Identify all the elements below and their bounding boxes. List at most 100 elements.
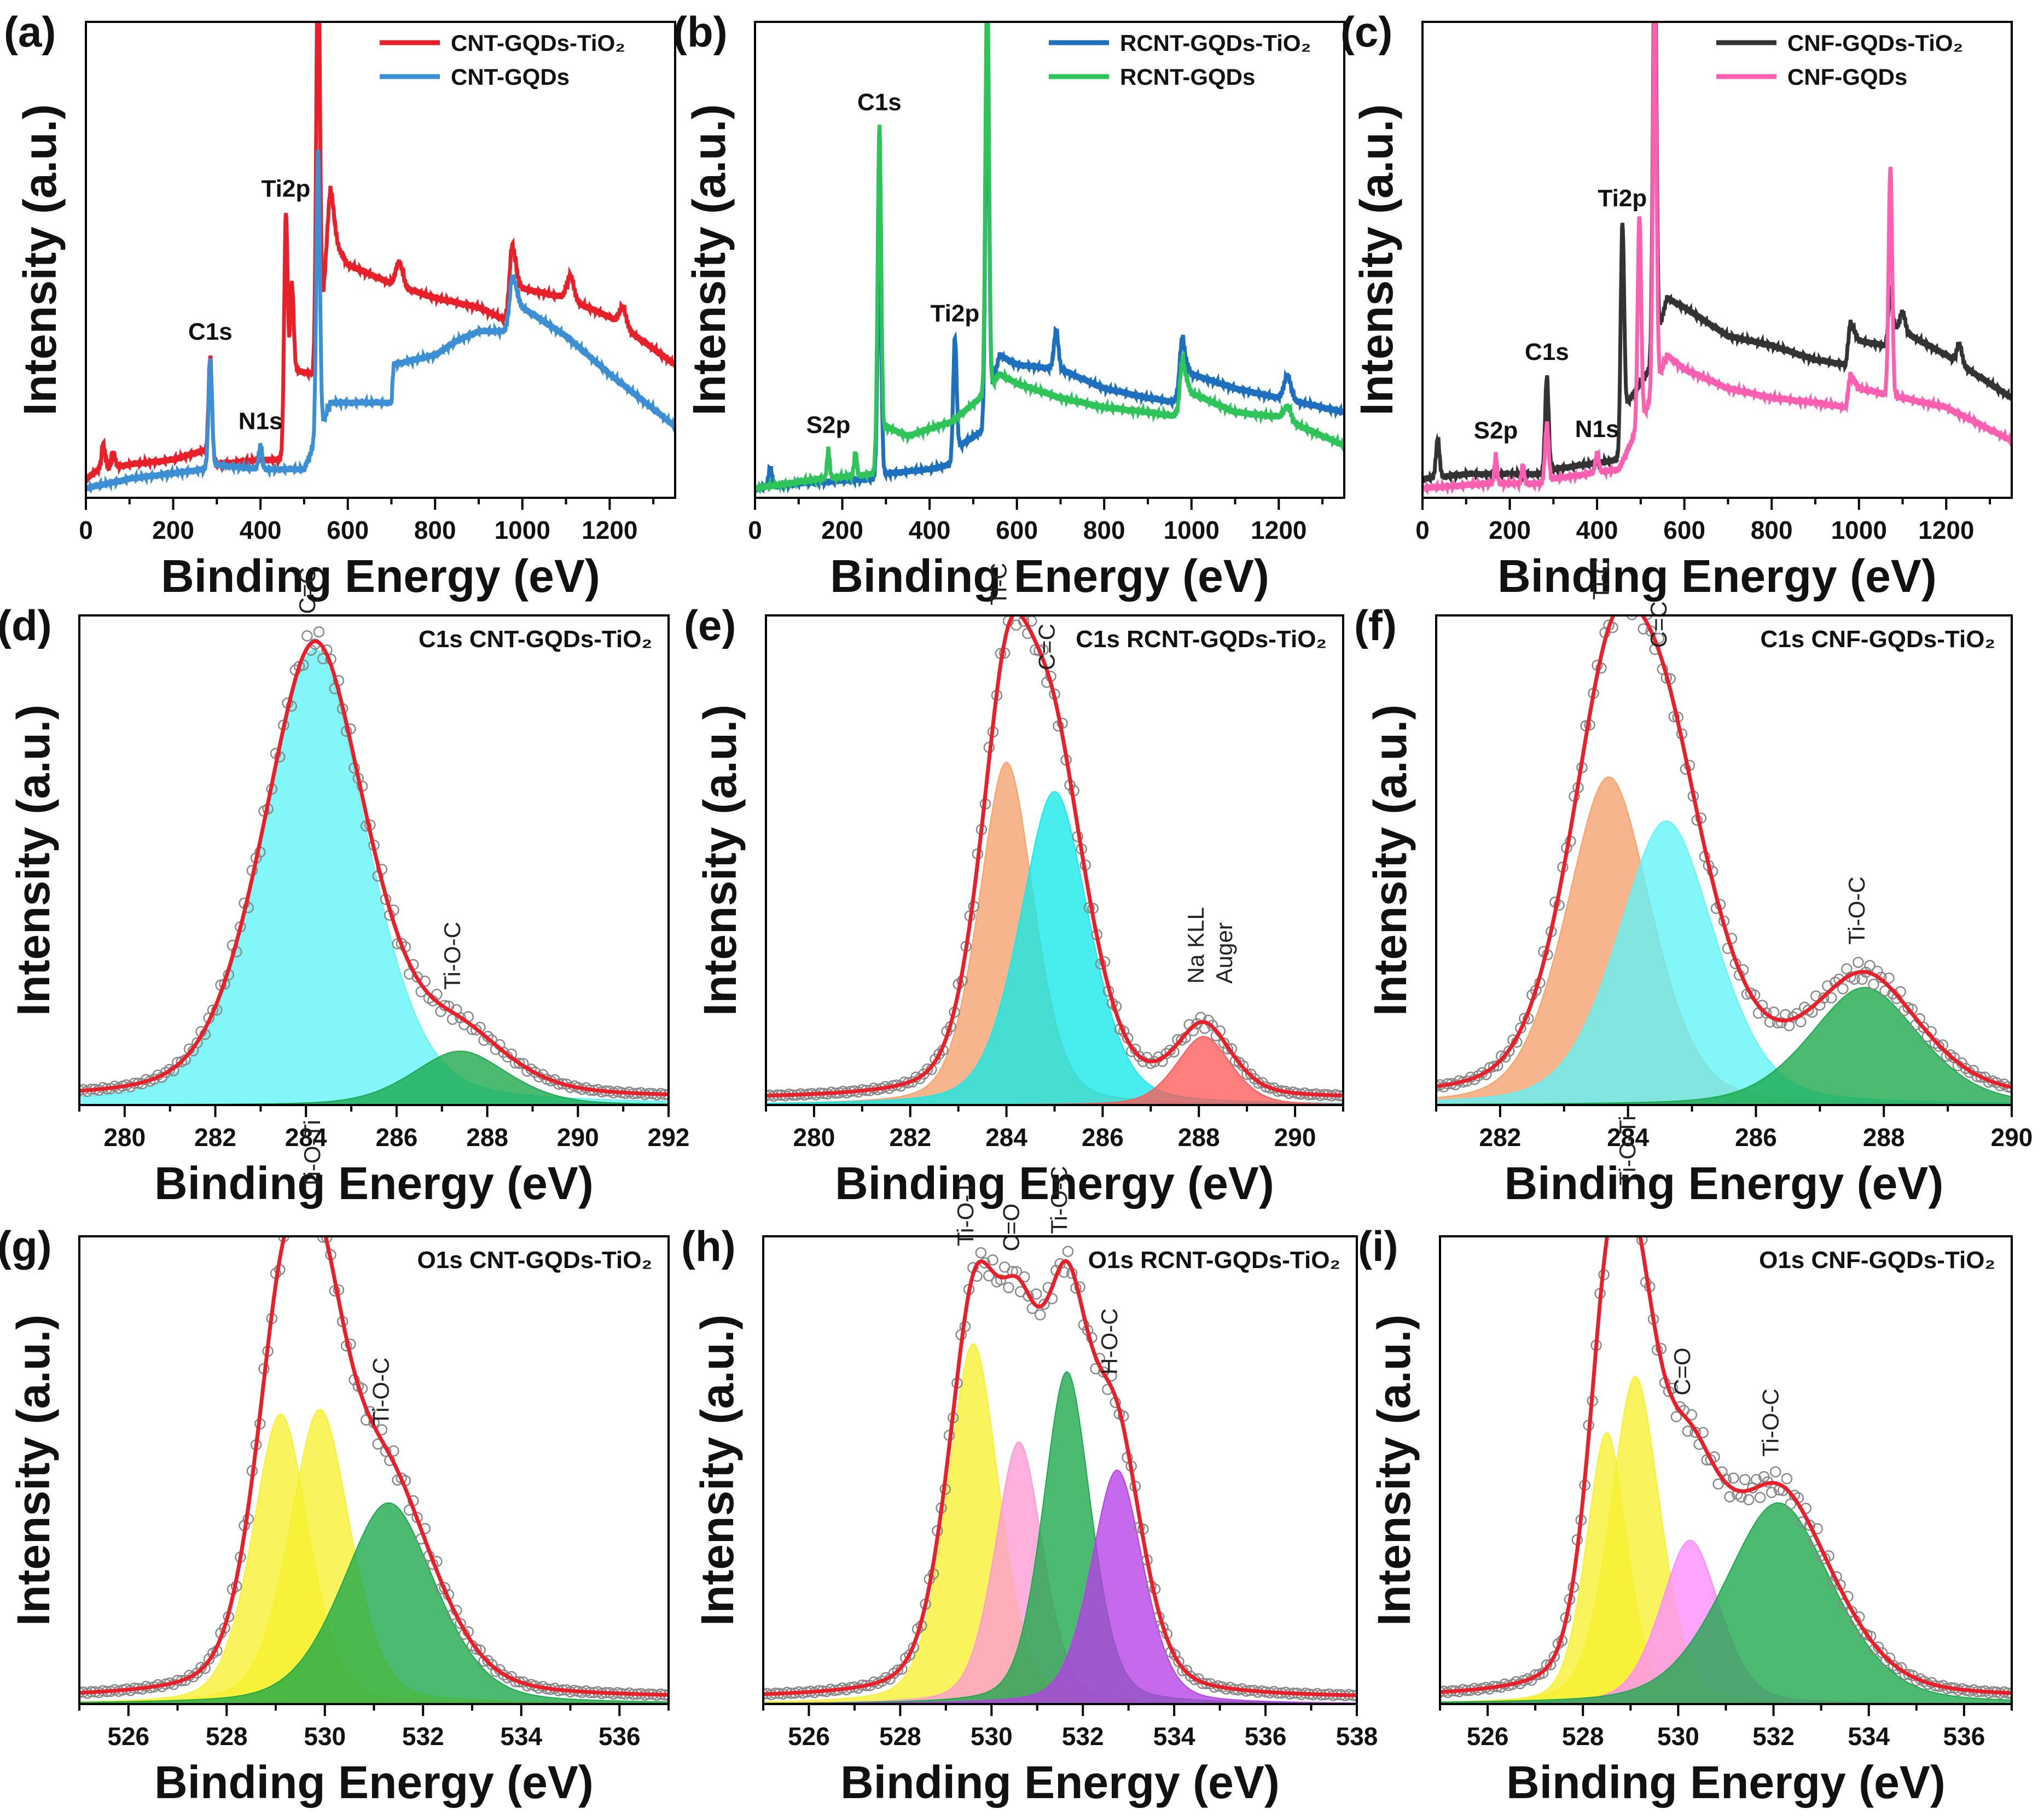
panel-title: O1s CNF-GQDs-TiO₂ <box>1759 1247 1995 1274</box>
x-tick-label: 528 <box>206 1722 248 1751</box>
y-axis-label: Intensity (a.u.) <box>8 705 59 1016</box>
data-point <box>1879 985 1891 997</box>
data-point <box>191 1037 203 1049</box>
panel-e: Ti-C C=C Na KLL Auger C1s RCNT-GQDs-TiO₂ 280 2… <box>684 563 1344 1209</box>
data-point <box>1853 956 1864 968</box>
data-point <box>1743 1494 1755 1505</box>
component-label: Ti-O-Ti <box>299 1120 325 1190</box>
plot-frame <box>1435 614 2013 1106</box>
plot-area <box>1422 22 2012 496</box>
data-point <box>1618 615 1623 616</box>
x-tick-label: 800 <box>414 516 456 544</box>
data-point <box>1035 1309 1046 1321</box>
data-point <box>1633 1218 1643 1228</box>
x-tick-label: 288 <box>1178 1123 1220 1152</box>
data-point <box>1184 1670 1197 1682</box>
panel-letter: (a) <box>4 8 56 56</box>
data-point <box>1173 1656 1184 1667</box>
y-axis-label: Intensity (a.u.) <box>1364 705 1416 1016</box>
x-tick-label: 536 <box>1245 1722 1287 1751</box>
data-point <box>1686 1409 1698 1421</box>
data-point <box>1754 1492 1766 1503</box>
y-axis-label: Intensity (a.u.) <box>694 705 746 1016</box>
plot-area <box>79 626 669 1105</box>
panel-g: Ti-O-Ti Ti-O-C O1s CNT-GQDs-TiO₂ 526 528 530 5… <box>0 1120 670 1808</box>
panel-title: O1s CNT-GQDs-TiO₂ <box>417 1247 652 1274</box>
x-tick-label: 286 <box>1735 1123 1777 1152</box>
panel-h: Ti-O-Ti C=O Ti-O-C H-O-C O1s RCNT-GQDs-TiO₂ 5… <box>681 1166 1378 1808</box>
fit-envelope <box>79 639 669 1097</box>
component-label: C=C <box>1034 624 1060 670</box>
x-tick-label: 528 <box>879 1722 921 1751</box>
data-point <box>995 1274 1007 1286</box>
component-label: Ti-O-C <box>439 922 465 990</box>
x-tick-label: 290 <box>1991 1123 2033 1152</box>
x-tick-label: 534 <box>1153 1722 1195 1751</box>
data-point <box>1739 1474 1751 1486</box>
peak-label: C1s <box>1525 339 1569 365</box>
component-label: Ti-O-C <box>1757 1388 1783 1456</box>
panel-letter: (b) <box>673 8 728 56</box>
peak-label: Ti2p <box>262 175 311 202</box>
legend-label: CNF-GQDs-TiO₂ <box>1787 30 1963 56</box>
series-line-0 <box>86 22 675 484</box>
peak-label: C1s <box>188 318 233 345</box>
x-axis-label: Binding Energy (eV) <box>1505 1158 1944 1209</box>
series-line-1 <box>86 149 675 494</box>
x-axis-label: Binding Energy (eV) <box>154 1757 594 1808</box>
fit-envelope <box>766 615 1343 1098</box>
panel-a: CNT-GQDs-TiO₂CNT-GQDsO1sTi2pC1sN1s020040… <box>4 8 676 602</box>
x-tick-label: 526 <box>788 1722 830 1751</box>
x-axis-label: Binding Energy (eV) <box>830 550 1269 602</box>
y-axis-label: Intensity (a.u.) <box>1368 1315 1420 1626</box>
plot-area <box>755 22 1344 495</box>
x-tick-label: 532 <box>1062 1722 1104 1751</box>
peak-label: S2p <box>806 412 851 439</box>
data-point <box>933 1048 945 1060</box>
series-line-0 <box>1422 22 2012 485</box>
plot-frame <box>762 1235 1358 1705</box>
component-label: C=O <box>998 1203 1024 1252</box>
x-tick-label: 1000 <box>1831 516 1887 544</box>
component-label: Ti-O-Ti <box>1615 1115 1640 1185</box>
panel-title: O1s RCNT-GQDs-TiO₂ <box>1088 1247 1340 1274</box>
data-point <box>1888 1660 1900 1671</box>
plot-frame <box>754 21 1345 499</box>
x-tick-label: 600 <box>327 516 369 544</box>
x-tick-label: 526 <box>1467 1722 1509 1751</box>
data-point <box>1670 1411 1682 1423</box>
component-label: Ti-C <box>986 563 1012 606</box>
data-point <box>1864 960 1875 972</box>
panel-letter: (f) <box>1354 601 1397 649</box>
data-point <box>983 1270 995 1282</box>
data-point <box>1728 1472 1739 1484</box>
x-tick-label: 286 <box>1082 1123 1124 1152</box>
x-tick-label: 284 <box>285 1123 327 1152</box>
data-point <box>513 1057 525 1069</box>
x-tick-label: 526 <box>107 1722 149 1751</box>
x-tick-label: 530 <box>1657 1722 1699 1751</box>
x-tick-label: 532 <box>402 1722 444 1751</box>
data-point <box>1038 1298 1050 1310</box>
data-point <box>892 1664 904 1676</box>
x-axis-label: Binding Energy (eV) <box>1497 550 1937 602</box>
data-point <box>1062 1246 1074 1257</box>
x-axis-label: Binding Energy (eV) <box>840 1757 1280 1808</box>
x-tick-label: 534 <box>500 1722 542 1751</box>
y-axis-label: Intensity (a.u.) <box>14 104 66 415</box>
panel-title: C1s CNF-GQDs-TiO₂ <box>1761 626 1995 653</box>
x-tick-label: 200 <box>152 516 194 544</box>
data-point <box>1724 1491 1735 1503</box>
component-label: C=O <box>1669 1347 1695 1395</box>
plot-frame <box>78 614 670 1106</box>
component-peak <box>1440 1502 2012 1704</box>
component-label: H-O-C <box>1096 1309 1122 1375</box>
x-axis-label: Binding Energy (eV) <box>835 1158 1274 1209</box>
data-point <box>287 1220 297 1230</box>
x-tick-label: 800 <box>1083 516 1125 544</box>
legend-label: RCNT-GQDs-TiO₂ <box>1120 30 1311 56</box>
panel-letter: (h) <box>681 1222 736 1270</box>
data-point <box>1766 1487 1778 1498</box>
series-line-0 <box>755 25 1344 494</box>
data-point <box>1488 1061 1500 1072</box>
